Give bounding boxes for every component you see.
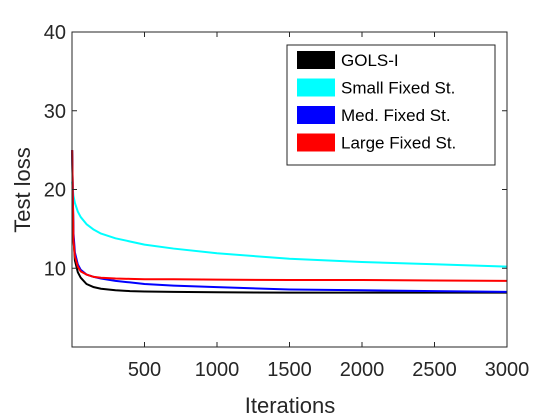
y-tick-label: 30: [44, 101, 66, 123]
legend-label: Small Fixed St.: [341, 79, 455, 98]
x-tick-label: 1500: [267, 359, 312, 381]
series-line-4: [71, 150, 508, 282]
legend-swatch: [297, 78, 335, 97]
x-axis-label: Iterations: [245, 393, 336, 418]
legend-swatch: [297, 106, 335, 124]
y-tick-label: 10: [44, 258, 66, 280]
x-tick-label: 2000: [340, 359, 385, 381]
y-axis-label: Test loss: [10, 147, 35, 233]
x-tick-label: 3000: [485, 359, 530, 381]
y-tick-label: 40: [44, 22, 66, 44]
legend-swatch: [297, 51, 335, 69]
legend-label: Large Fixed St.: [341, 134, 456, 153]
legend-label: GOLS-I: [341, 51, 399, 70]
x-tick-label: 2500: [412, 359, 457, 381]
y-tick-label: 20: [44, 180, 66, 202]
axes-layer: 500 1000 1500 2000 2500 3000 10 20 30 40: [44, 22, 530, 381]
x-tick-label: 1000: [195, 359, 240, 381]
legend-swatch: [297, 133, 335, 152]
legend-label: Med. Fixed St.: [341, 106, 451, 125]
series-line-2: [71, 181, 508, 268]
x-tick-label: 500: [128, 359, 161, 381]
legend: GOLS-I Small Fixed St. Med. Fixed St. Large…: [286, 44, 496, 166]
